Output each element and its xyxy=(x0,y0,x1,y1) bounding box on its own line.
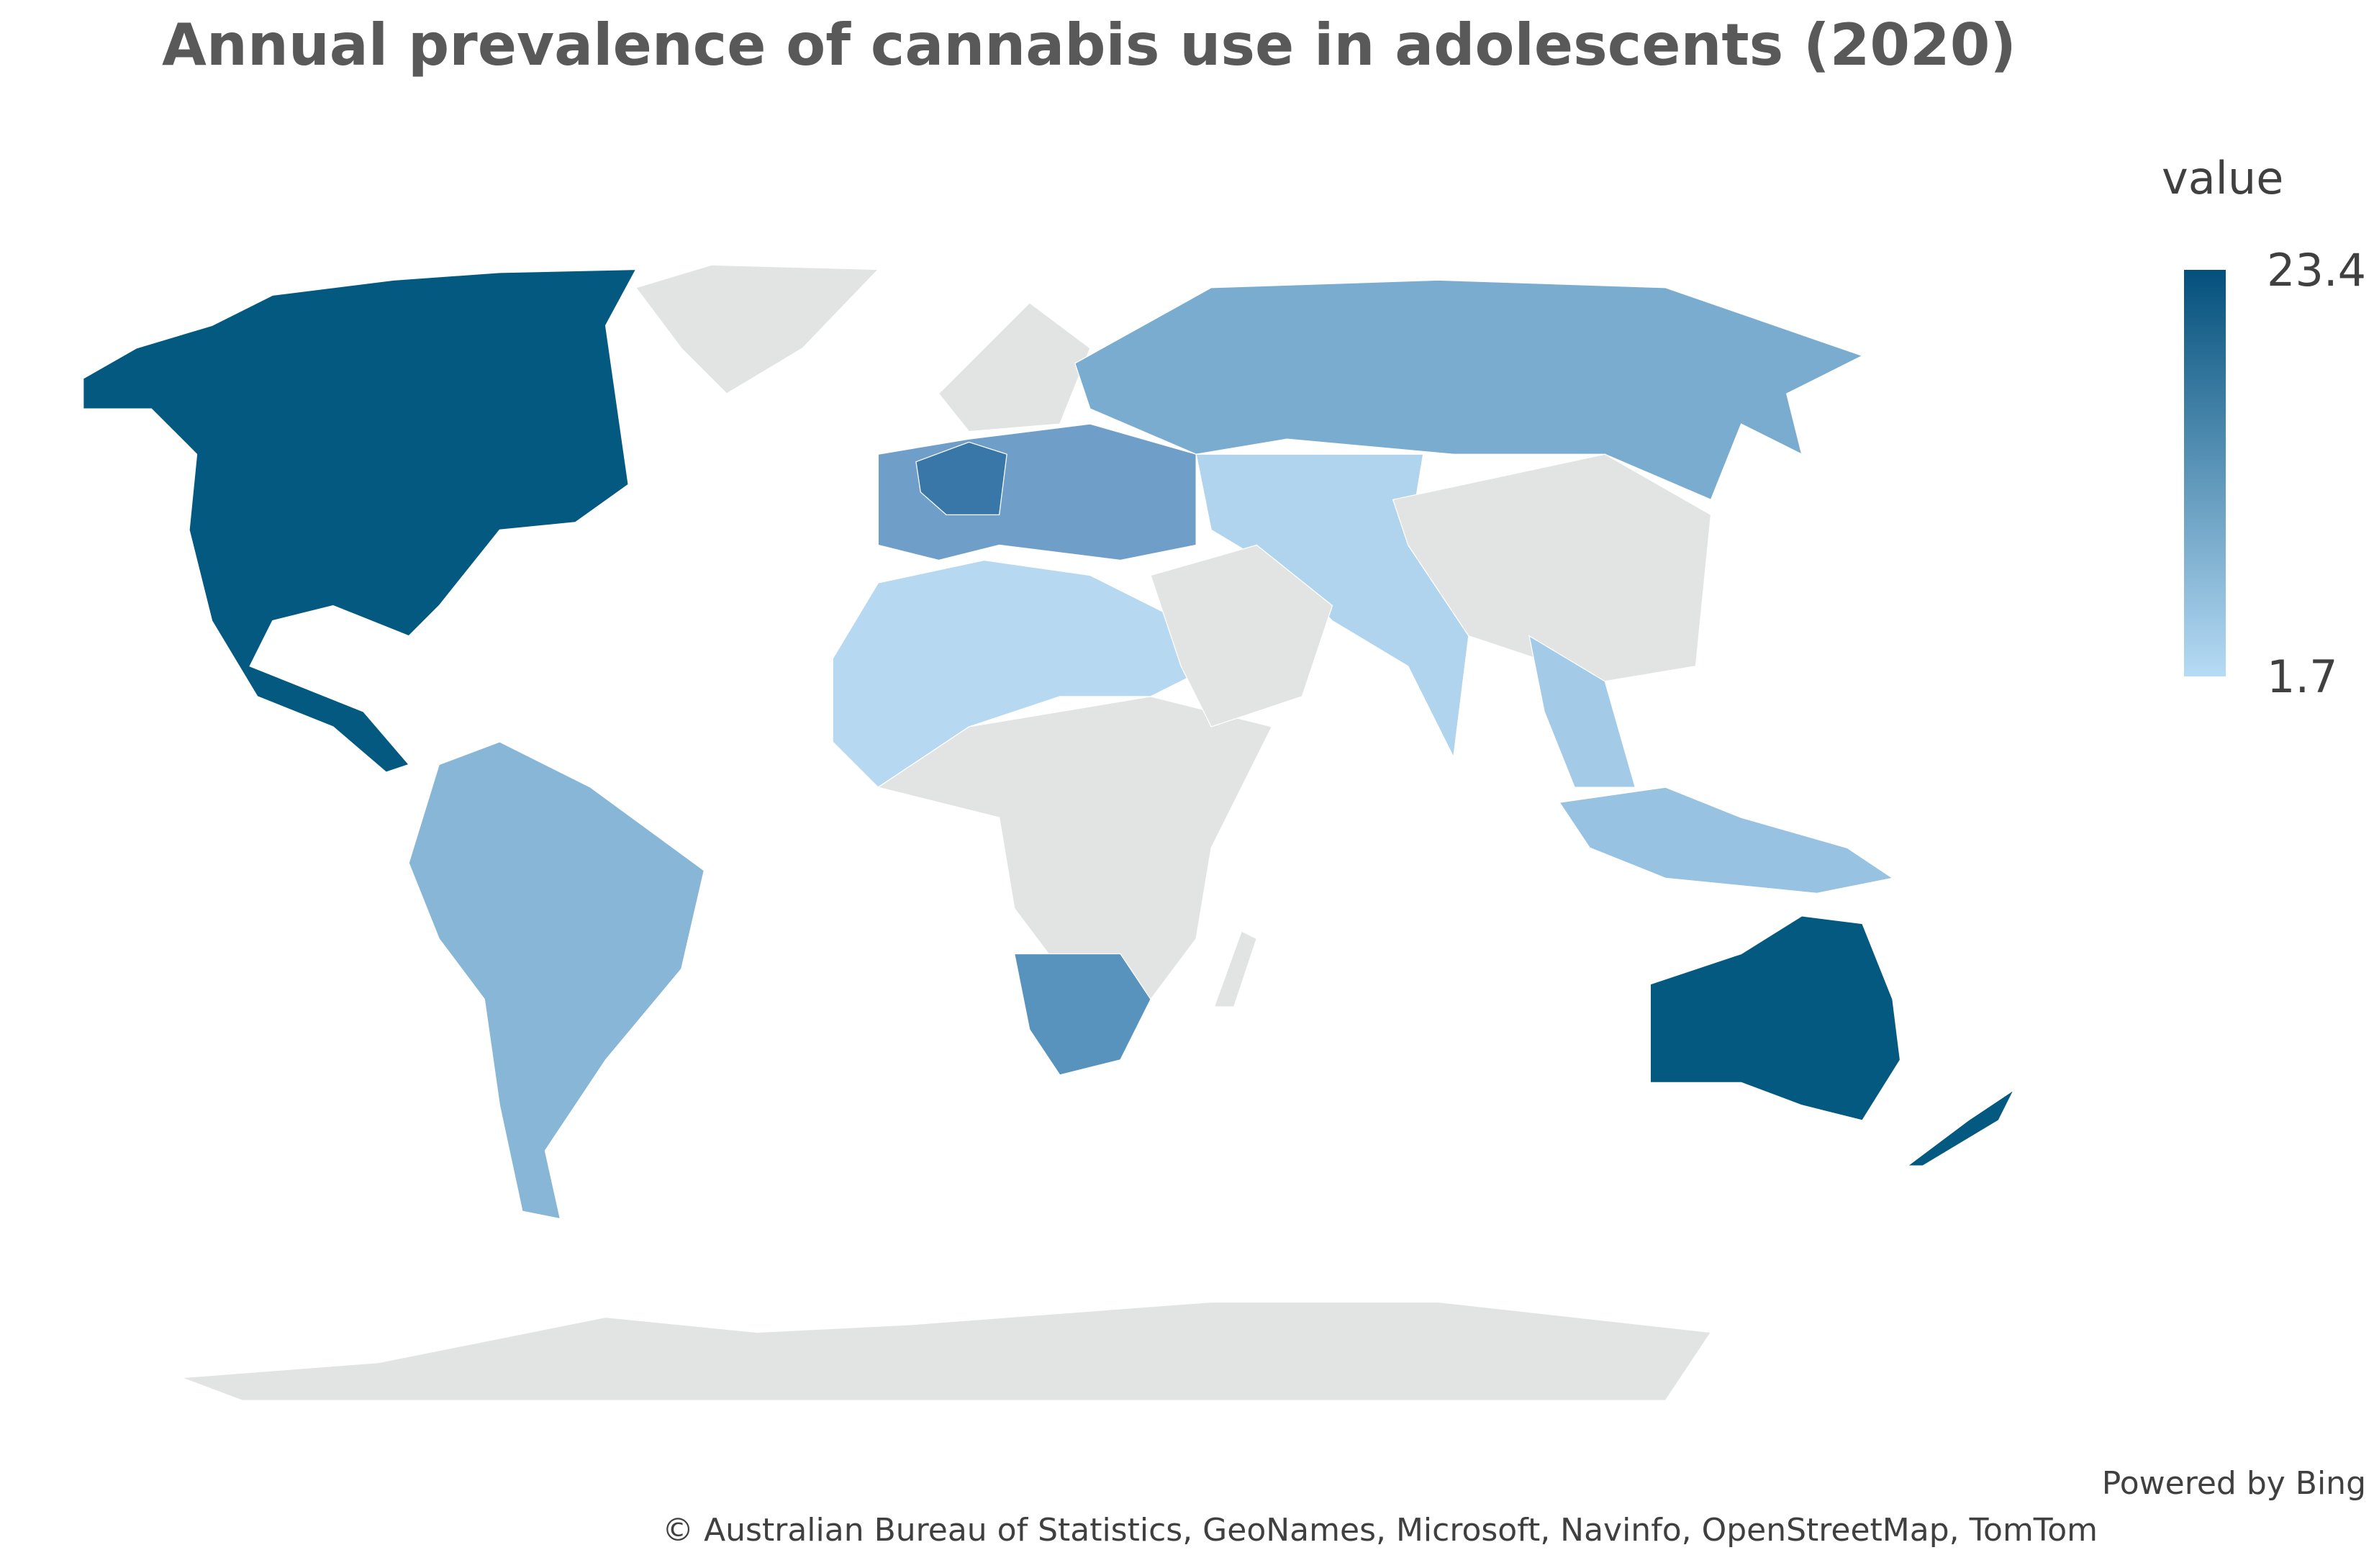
region xyxy=(1150,544,1333,728)
region xyxy=(832,559,1213,788)
legend-tick-label: 1.7 xyxy=(2267,651,2338,703)
legend-tick-label: 23.4 xyxy=(2267,244,2366,296)
region xyxy=(1013,953,1151,1076)
region xyxy=(181,1301,1712,1401)
region xyxy=(1528,635,1636,788)
region xyxy=(1392,453,1712,682)
region xyxy=(915,441,1007,515)
region xyxy=(1213,930,1258,1007)
chart-title: Annual prevalence of cannabis use in ado… xyxy=(162,12,2016,78)
region xyxy=(408,741,705,1220)
attribution: © Australian Bureau of Statistics, GeoNa… xyxy=(662,1512,2098,1549)
legend-colorbar xyxy=(2184,270,2226,676)
region xyxy=(938,302,1091,432)
region xyxy=(1074,279,1864,501)
region xyxy=(635,264,879,394)
region xyxy=(1649,915,1901,1121)
world-map xyxy=(83,264,2015,1401)
region xyxy=(1906,1089,2015,1166)
region xyxy=(1559,787,1894,894)
legend-title: value xyxy=(2162,152,2283,204)
region xyxy=(83,268,637,773)
region xyxy=(876,696,1273,1000)
attribution: Powered by Bing xyxy=(2102,1465,2366,1502)
